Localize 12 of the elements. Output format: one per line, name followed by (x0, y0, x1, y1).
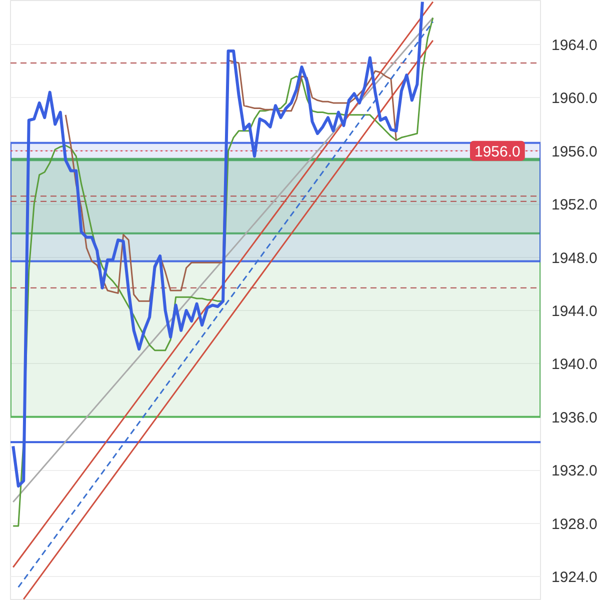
y-tick-label: 1960.0 (552, 90, 598, 108)
y-tick-label: 1924.0 (552, 569, 598, 586)
y-tick-label: 1944.0 (552, 302, 598, 320)
y-tick-label: 1936.0 (552, 409, 598, 426)
y-tick-label: 1964.0 (552, 36, 598, 54)
ref-line-label: 1956.0 (474, 143, 520, 160)
y-tick-label: 1932.0 (552, 462, 598, 480)
y-tick-label: 1928.0 (552, 516, 598, 533)
y-tick-label: 1956.0 (552, 143, 598, 160)
y-tick-label: 1940.0 (552, 356, 598, 374)
y-tick-label: 1952.0 (552, 196, 598, 214)
y-tick-label: 1948.0 (552, 250, 598, 267)
